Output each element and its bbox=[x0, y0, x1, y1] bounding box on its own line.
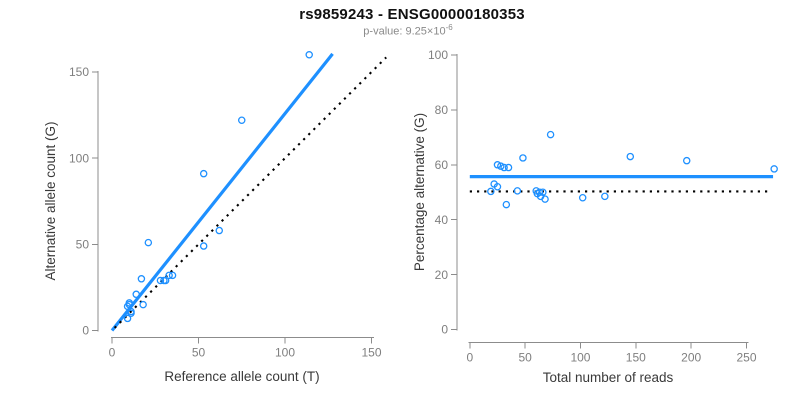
data-point bbox=[156, 276, 165, 285]
data-point bbox=[502, 200, 511, 209]
figure-subtitle: p-value: 9.25×10-6 bbox=[8, 23, 800, 38]
x-tick-label: 150 bbox=[361, 346, 381, 360]
data-point bbox=[305, 51, 313, 59]
x-tick-label: 200 bbox=[681, 351, 701, 365]
data-point bbox=[161, 276, 170, 285]
y-tick-label: 100 bbox=[428, 48, 448, 62]
y-tick-label: 100 bbox=[69, 151, 89, 165]
y-axis-title: Alternative allele count (G) bbox=[43, 121, 58, 280]
data-point bbox=[546, 130, 555, 139]
data-point bbox=[215, 226, 224, 235]
y-tick-label: 20 bbox=[435, 268, 449, 282]
x-tick-label: 0 bbox=[109, 346, 116, 360]
data-point bbox=[137, 275, 146, 283]
x-tick-label: 50 bbox=[192, 346, 206, 360]
fit-line bbox=[110, 52, 334, 332]
x-tick-label: 100 bbox=[275, 346, 295, 360]
data-point bbox=[519, 154, 527, 162]
x-tick-label: 100 bbox=[570, 351, 590, 365]
data-point bbox=[541, 195, 549, 203]
data-point bbox=[601, 192, 609, 201]
y-axis-title: Percentage alternative (G) bbox=[412, 113, 427, 271]
x-tick-label: 250 bbox=[736, 351, 756, 365]
data-point bbox=[493, 183, 502, 191]
y-tick-label: 40 bbox=[435, 213, 449, 227]
y-tick-label: 60 bbox=[435, 158, 449, 172]
data-point bbox=[127, 307, 135, 316]
data-point bbox=[513, 187, 522, 195]
data-point bbox=[626, 152, 635, 161]
data-point bbox=[535, 188, 544, 196]
data-point bbox=[132, 290, 140, 299]
y-tick-label: 0 bbox=[441, 323, 448, 337]
y-tick-label: 150 bbox=[69, 65, 89, 79]
data-point bbox=[500, 163, 508, 172]
x-tick-label: 0 bbox=[466, 351, 473, 365]
data-point bbox=[237, 116, 246, 125]
identity-line bbox=[113, 56, 387, 329]
data-point bbox=[144, 238, 153, 247]
data-point bbox=[199, 169, 208, 178]
data-point bbox=[578, 193, 587, 202]
data-point bbox=[539, 188, 547, 196]
y-tick-label: 0 bbox=[82, 324, 89, 338]
data-point bbox=[504, 163, 513, 172]
data-point bbox=[487, 187, 495, 196]
data-point bbox=[168, 271, 177, 280]
pvalue-mantissa: 9.25×10 bbox=[405, 25, 446, 38]
x-axis-title: Total number of reads bbox=[543, 370, 674, 385]
y-tick-label: 50 bbox=[76, 238, 90, 252]
data-point bbox=[770, 165, 778, 173]
data-point bbox=[165, 271, 173, 280]
data-point bbox=[123, 314, 132, 323]
y-tick-label: 80 bbox=[435, 103, 449, 117]
pvalue-prefix: p-value: bbox=[363, 25, 406, 38]
data-point bbox=[199, 242, 208, 250]
data-point bbox=[139, 300, 147, 309]
figure-title: rs9859243 - ENSG00000180353 bbox=[299, 6, 525, 23]
pvalue-exponent: -6 bbox=[445, 23, 453, 32]
x-tick-label: 150 bbox=[626, 351, 646, 365]
x-tick-label: 50 bbox=[518, 351, 532, 365]
data-point bbox=[682, 156, 691, 165]
x-axis-title: Reference allele count (T) bbox=[164, 369, 319, 384]
data-point bbox=[125, 299, 134, 307]
